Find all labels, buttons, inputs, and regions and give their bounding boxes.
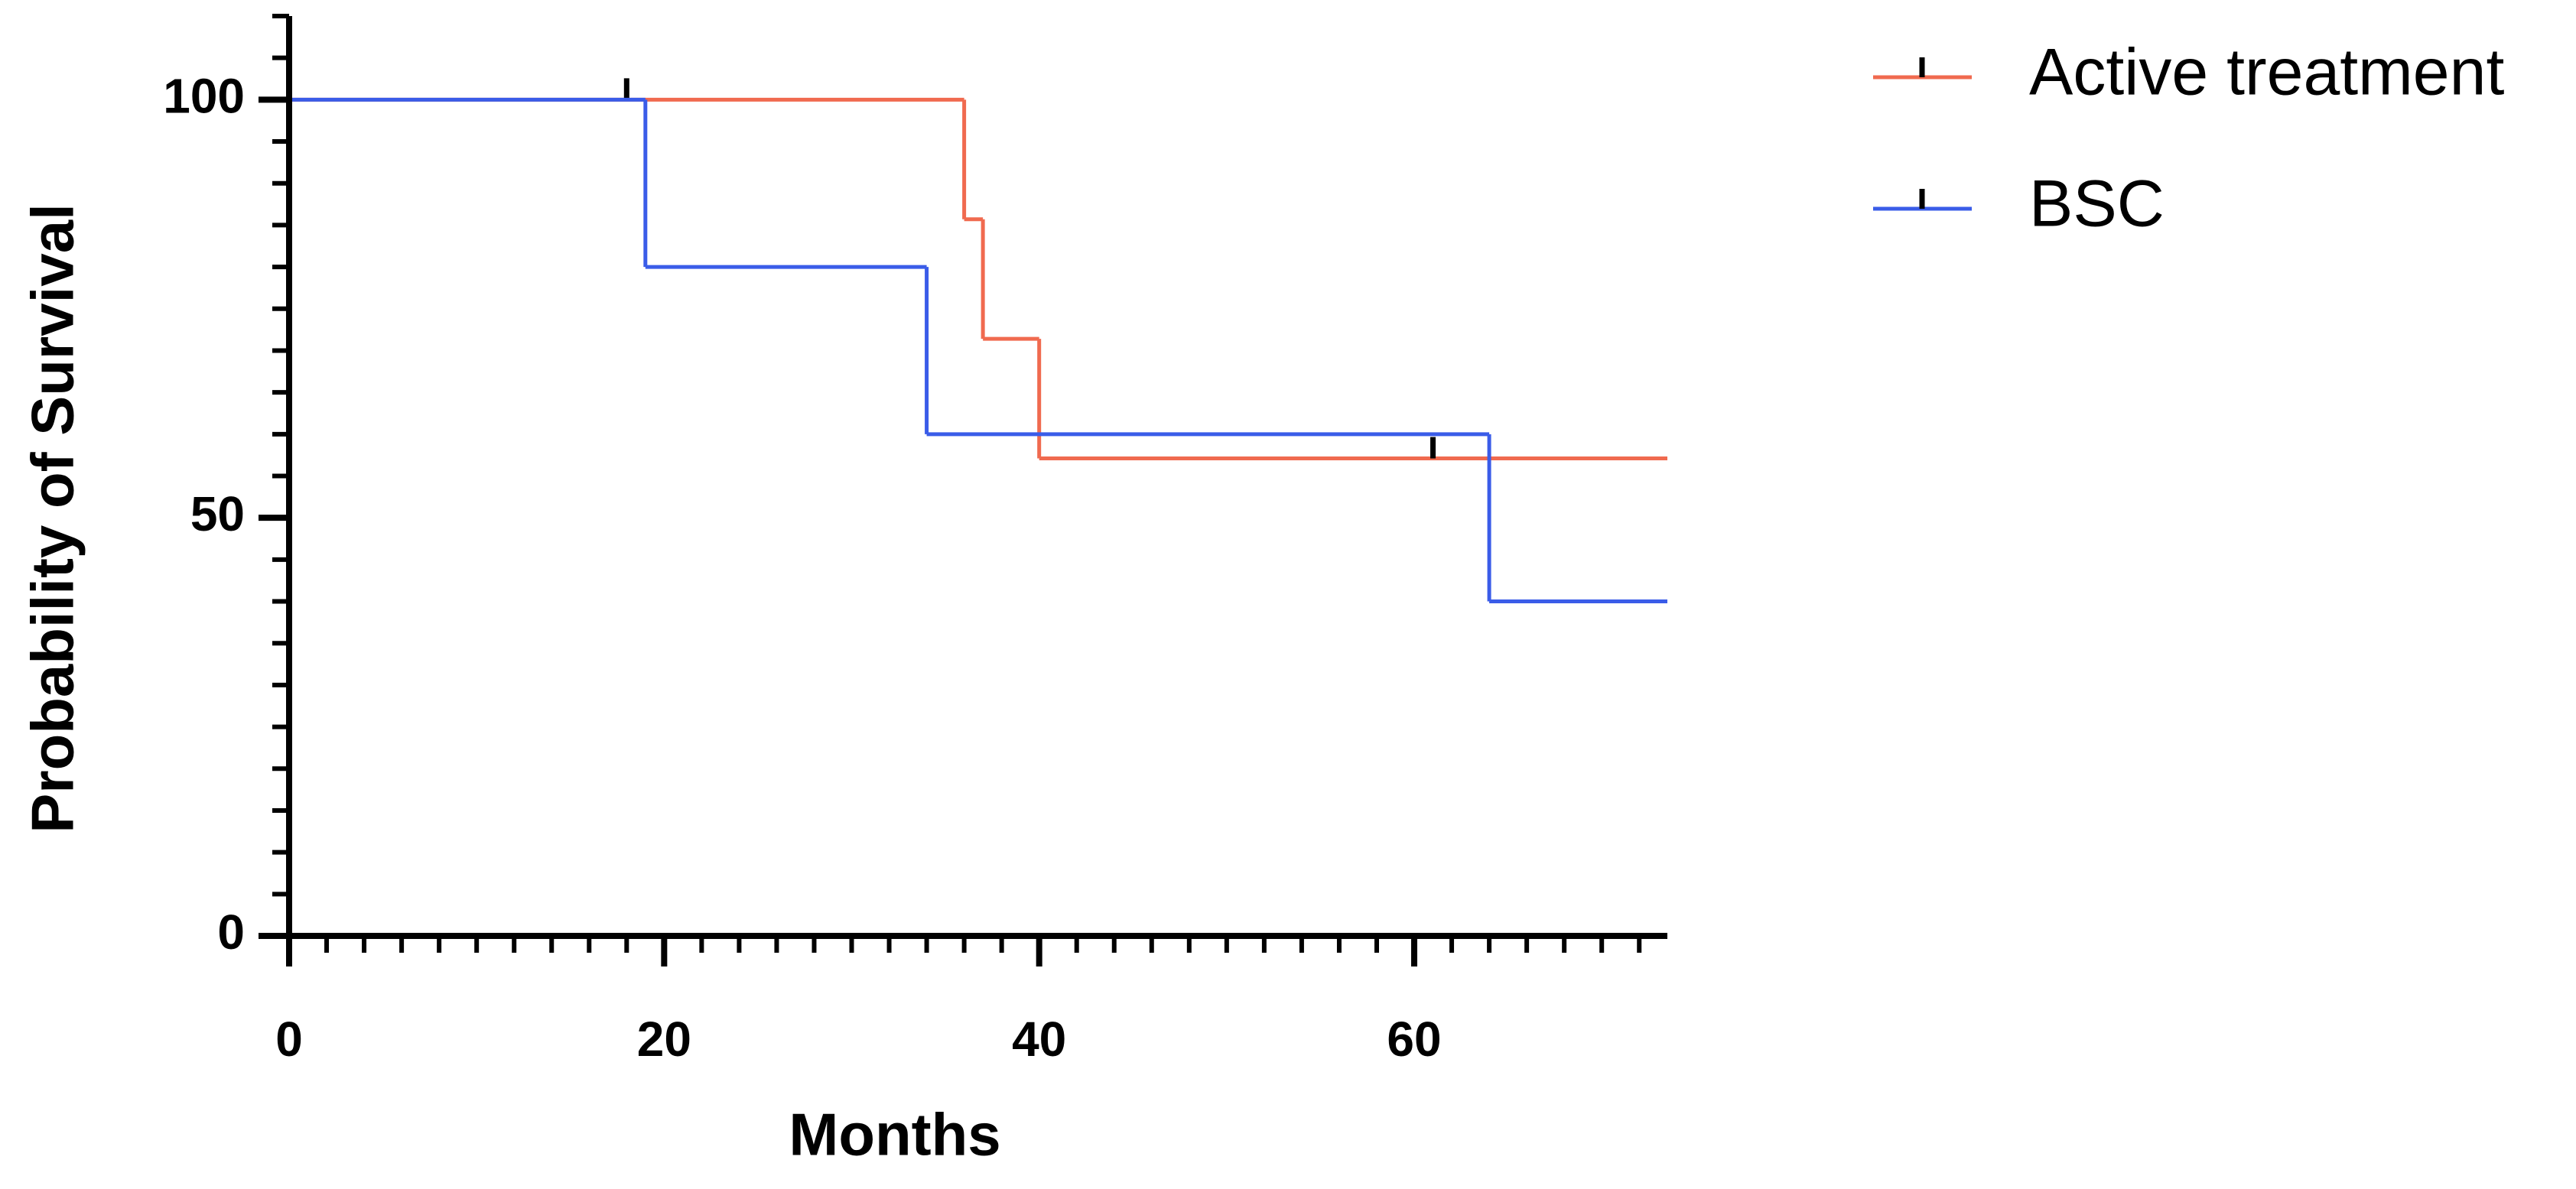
legend-label: BSC [2029,167,2165,241]
x-axis-title: Months [789,1101,1000,1168]
y-tick-label: 100 [163,68,245,123]
x-tick-label: 20 [637,1012,691,1067]
y-tick-label: 0 [217,905,245,960]
x-tick-label: 0 [275,1012,303,1067]
x-tick-label: 60 [1387,1012,1441,1067]
y-tick-label: 50 [190,486,245,541]
y-axis-title: Probability of Survival [19,203,86,833]
x-tick-label: 40 [1012,1012,1066,1067]
legend-label: Active treatment [2029,36,2504,109]
